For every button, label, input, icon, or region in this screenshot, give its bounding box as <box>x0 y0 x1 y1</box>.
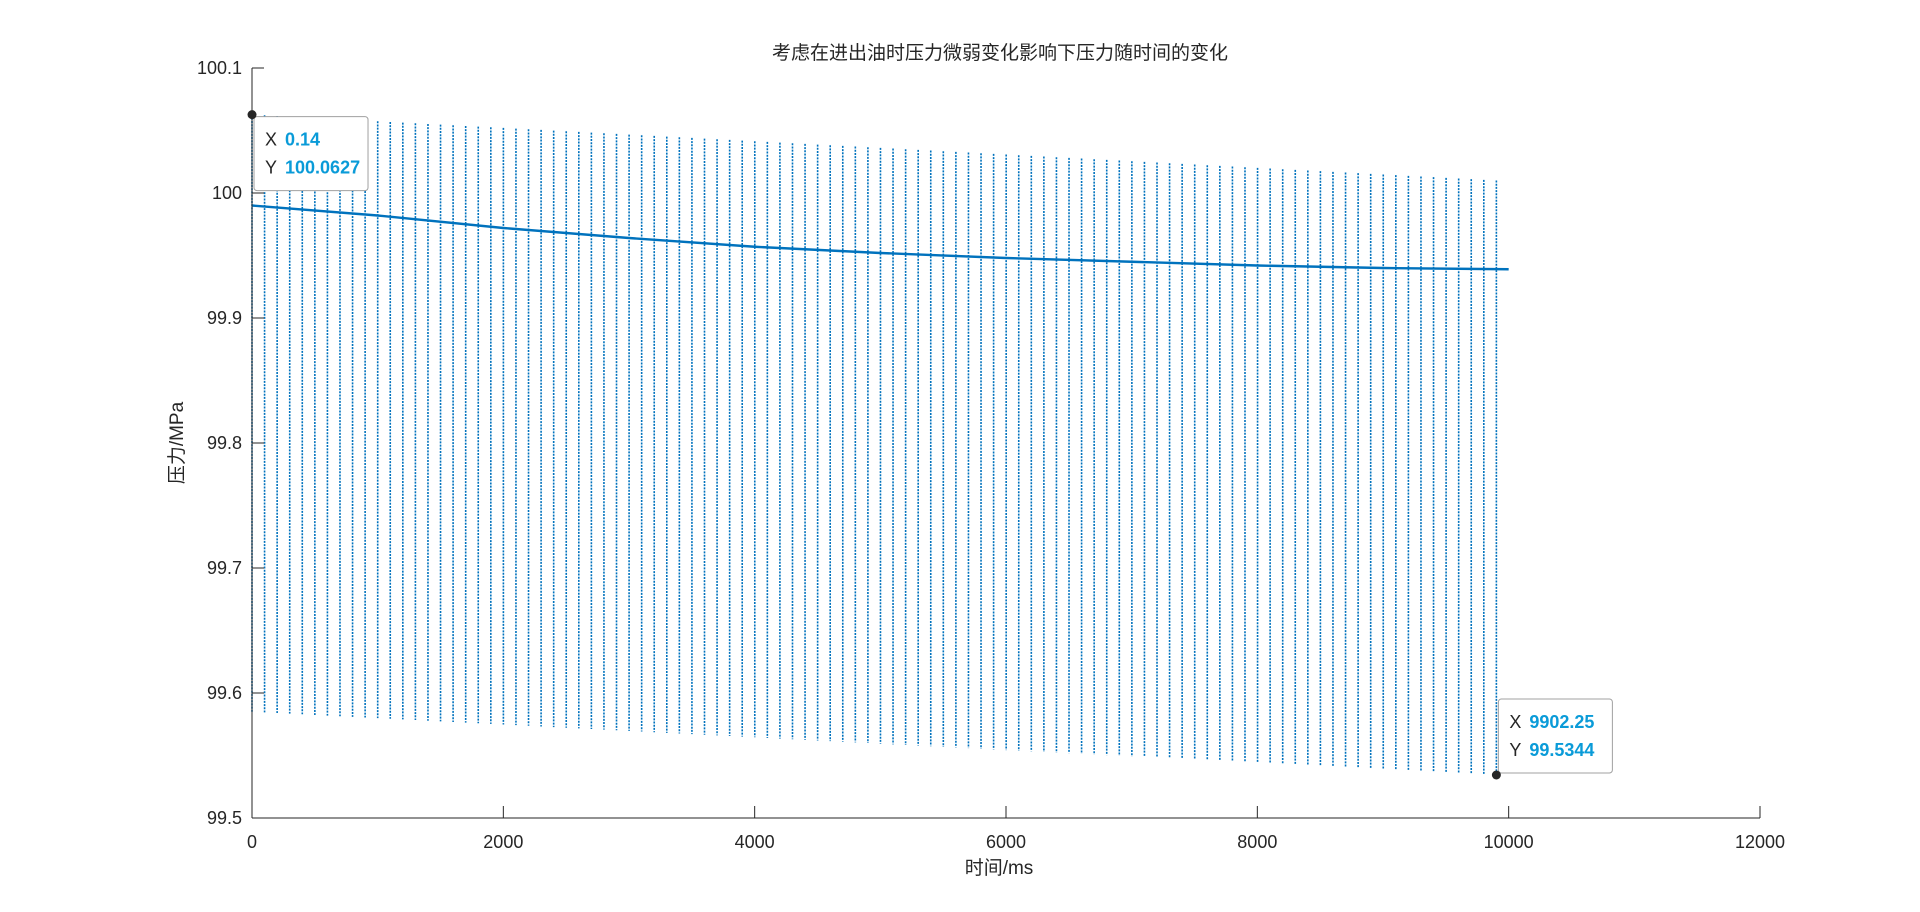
datatip-1: X 0.14 Y 100.0627 <box>247 110 369 192</box>
datatip-y-key: Y <box>265 158 277 178</box>
x-tick-label: 8000 <box>1237 832 1277 852</box>
datatip-2: X 9902.25 Y 99.5344 <box>1491 698 1613 780</box>
x-tick-label: 0 <box>247 832 257 852</box>
datatip-x-value: 0.14 <box>285 130 320 150</box>
x-tick-label: 4000 <box>735 832 775 852</box>
y-tick-label: 99.7 <box>207 558 242 578</box>
datatip-y-key: Y <box>1509 740 1521 760</box>
y-tick-label: 99.9 <box>207 308 242 328</box>
plot-area <box>251 114 1509 775</box>
chart-title: 考虑在进出油时压力微弱变化影响下压力随时间的变化 <box>772 42 1228 64</box>
datatip-y-value: 100.0627 <box>285 158 360 178</box>
datatip-x-key: X <box>265 130 277 150</box>
x-axis-label: 时间/ms <box>965 857 1034 879</box>
datatip-marker <box>247 110 257 120</box>
datatips: X 0.14 Y 100.0627 X 9902.25 Y 99.5344 <box>247 110 1613 780</box>
datatip-marker <box>1491 770 1501 780</box>
y-axis-label: 压力/MPa <box>166 401 188 484</box>
datatip-x-key: X <box>1509 712 1521 732</box>
y-tick-label: 99.8 <box>207 433 242 453</box>
datatip-x-value: 9902.25 <box>1529 712 1594 732</box>
datatip-y-value: 99.5344 <box>1529 740 1594 760</box>
axes: 0 2000 4000 6000 8000 10000 12000 99.5 99.6 99.7 9… <box>197 58 1785 852</box>
y-tick-label: 99.5 <box>207 808 242 828</box>
y-tick-label: 100 <box>212 183 242 203</box>
datatip-box <box>253 116 369 192</box>
x-tick-label: 2000 <box>483 832 523 852</box>
x-tick-label: 12000 <box>1735 832 1785 852</box>
series-line <box>251 204 1509 271</box>
x-tick-label: 6000 <box>986 832 1026 852</box>
y-tick-label: 100.1 <box>197 58 242 78</box>
datatip-box <box>1497 698 1613 774</box>
y-tick-label: 99.6 <box>207 683 242 703</box>
x-tick-label: 10000 <box>1484 832 1534 852</box>
